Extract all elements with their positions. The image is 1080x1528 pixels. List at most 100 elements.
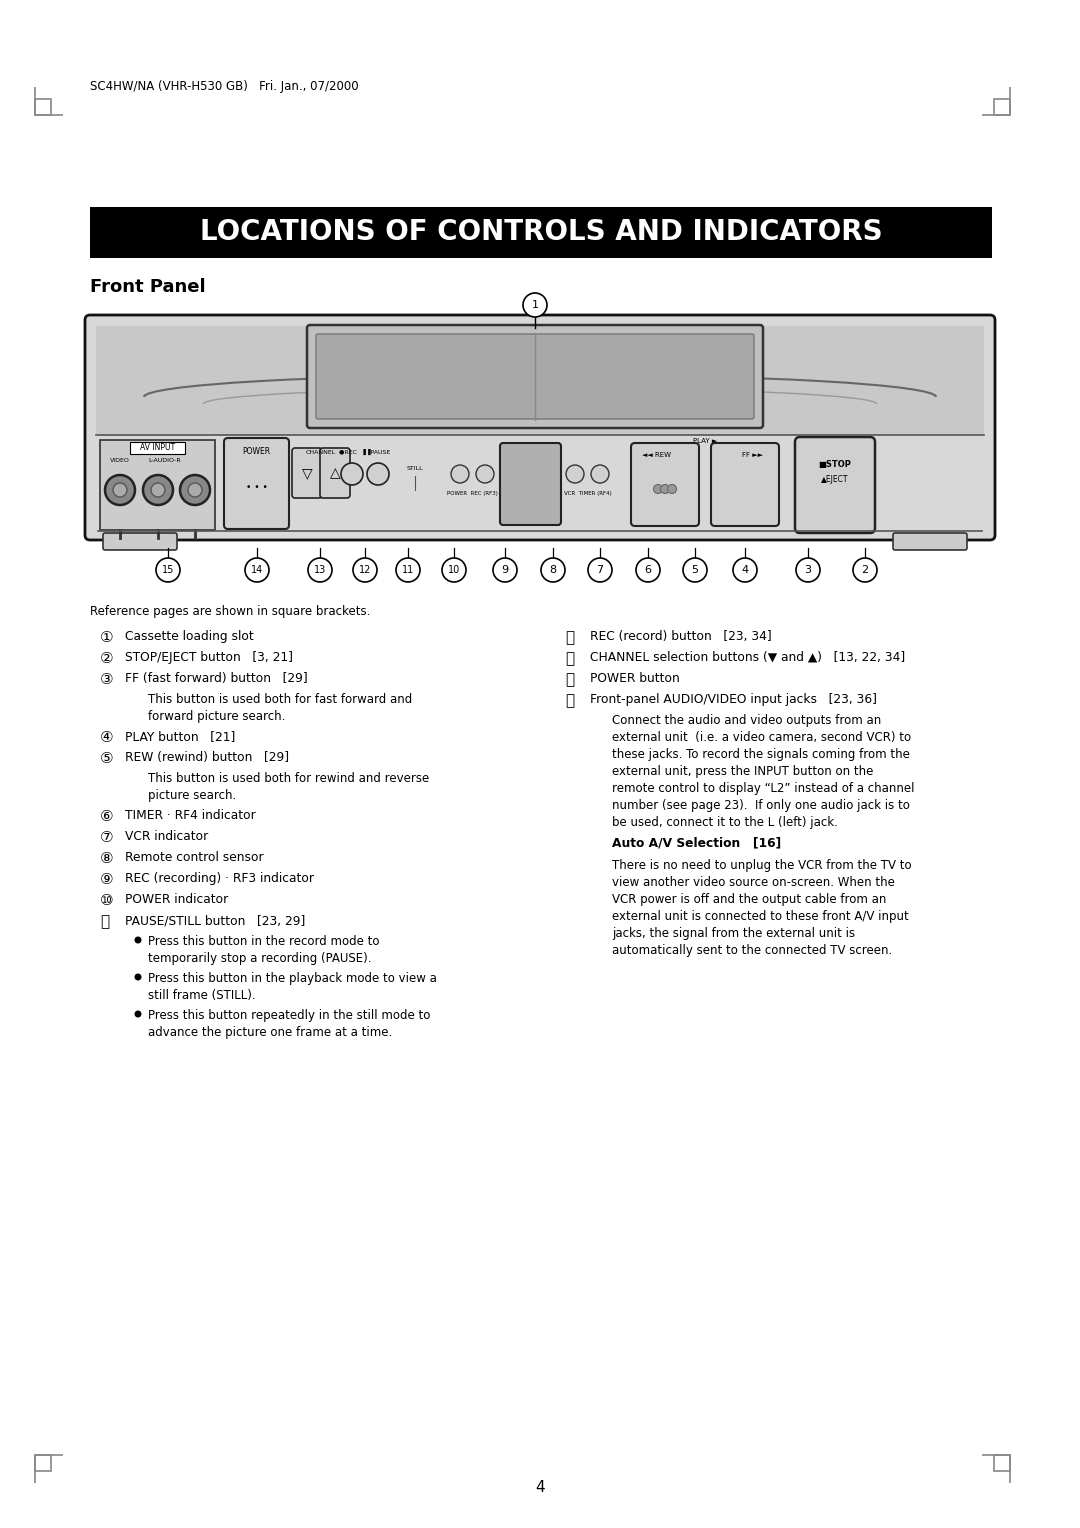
Circle shape — [156, 558, 180, 582]
Text: ⑮: ⑮ — [565, 694, 575, 707]
Text: There is no need to unplug the VCR from the TV to: There is no need to unplug the VCR from … — [612, 859, 912, 872]
Bar — [130, 442, 185, 454]
Text: Auto A/V Selection   [16]: Auto A/V Selection [16] — [612, 836, 781, 850]
Text: POWER button: POWER button — [590, 672, 679, 685]
Circle shape — [636, 558, 660, 582]
Text: 12: 12 — [359, 565, 372, 575]
Text: ②: ② — [100, 651, 113, 666]
Circle shape — [451, 465, 469, 483]
Text: POWER  REC (RF3): POWER REC (RF3) — [447, 492, 498, 497]
Text: ⑥: ⑥ — [100, 808, 113, 824]
Circle shape — [566, 465, 584, 483]
Circle shape — [683, 558, 707, 582]
FancyBboxPatch shape — [316, 335, 754, 419]
Text: ◄◄ REW: ◄◄ REW — [643, 452, 672, 458]
Circle shape — [733, 558, 757, 582]
Text: 4: 4 — [742, 565, 748, 575]
Text: external unit  (i.e. a video camera, second VCR) to: external unit (i.e. a video camera, seco… — [612, 730, 912, 744]
Text: 11: 11 — [402, 565, 414, 575]
Text: number (see page 23).  If only one audio jack is to: number (see page 23). If only one audio … — [612, 799, 909, 811]
Circle shape — [796, 558, 820, 582]
Text: REC (recording) · RF3 indicator: REC (recording) · RF3 indicator — [125, 872, 314, 885]
Text: 1: 1 — [531, 299, 539, 310]
Circle shape — [245, 558, 269, 582]
Text: L-AUDIO-R: L-AUDIO-R — [149, 457, 181, 463]
Text: STILL: STILL — [407, 466, 423, 471]
Text: 5: 5 — [691, 565, 699, 575]
Text: TIMER · RF4 indicator: TIMER · RF4 indicator — [125, 808, 256, 822]
Text: these jacks. To record the signals coming from the: these jacks. To record the signals comin… — [612, 749, 909, 761]
Text: 4: 4 — [536, 1481, 544, 1496]
Text: Front Panel: Front Panel — [90, 278, 205, 296]
FancyBboxPatch shape — [631, 443, 699, 526]
Circle shape — [588, 558, 612, 582]
Text: AV INPUT: AV INPUT — [140, 443, 175, 452]
Text: Remote control sensor: Remote control sensor — [125, 851, 264, 863]
Circle shape — [396, 558, 420, 582]
Text: temporarily stop a recording (PAUSE).: temporarily stop a recording (PAUSE). — [148, 952, 372, 966]
Text: 8: 8 — [550, 565, 556, 575]
Text: advance the picture one frame at a time.: advance the picture one frame at a time. — [148, 1025, 392, 1039]
FancyBboxPatch shape — [292, 448, 322, 498]
Text: 3: 3 — [805, 565, 811, 575]
Circle shape — [113, 483, 127, 497]
Circle shape — [151, 483, 165, 497]
Text: still frame (STILL).: still frame (STILL). — [148, 989, 256, 1002]
Circle shape — [476, 465, 494, 483]
Text: automatically sent to the connected TV screen.: automatically sent to the connected TV s… — [612, 944, 892, 957]
Text: REC (record) button   [23, 34]: REC (record) button [23, 34] — [590, 630, 772, 643]
Circle shape — [591, 465, 609, 483]
Text: remote control to display “L2” instead of a channel: remote control to display “L2” instead o… — [612, 782, 915, 795]
Circle shape — [367, 463, 389, 484]
Circle shape — [308, 558, 332, 582]
Text: ⑬: ⑬ — [565, 651, 575, 666]
Text: PLAY ►: PLAY ► — [693, 439, 717, 445]
Text: 15: 15 — [162, 565, 174, 575]
Text: FF (fast forward) button   [29]: FF (fast forward) button [29] — [125, 672, 308, 685]
Text: ●REC  ▐▐PAUSE: ●REC ▐▐PAUSE — [339, 449, 391, 455]
Text: ⑩: ⑩ — [100, 892, 113, 908]
Text: 7: 7 — [596, 565, 604, 575]
Text: jacks, the signal from the external unit is: jacks, the signal from the external unit… — [612, 927, 855, 940]
Circle shape — [180, 475, 210, 504]
Text: SC4HW/NA (VHR-H530 GB)   Fri. Jan., 07/2000: SC4HW/NA (VHR-H530 GB) Fri. Jan., 07/200… — [90, 79, 359, 93]
Text: ⑭: ⑭ — [565, 672, 575, 688]
Circle shape — [541, 558, 565, 582]
Text: 10: 10 — [448, 565, 460, 575]
Circle shape — [653, 484, 662, 494]
Text: 6: 6 — [645, 565, 651, 575]
Text: Press this button in the record mode to: Press this button in the record mode to — [148, 935, 379, 947]
Text: view another video source on-screen. When the: view another video source on-screen. Whe… — [612, 876, 895, 889]
Text: VCR indicator: VCR indicator — [125, 830, 208, 843]
Text: • • •: • • • — [245, 483, 268, 492]
Text: ⑧: ⑧ — [100, 851, 113, 866]
FancyBboxPatch shape — [85, 315, 995, 539]
Text: ④: ④ — [100, 730, 113, 746]
Text: Connect the audio and video outputs from an: Connect the audio and video outputs from… — [612, 714, 881, 727]
Text: ⑫: ⑫ — [565, 630, 575, 645]
FancyBboxPatch shape — [103, 533, 177, 550]
Text: 13: 13 — [314, 565, 326, 575]
Circle shape — [105, 475, 135, 504]
Text: PAUSE/STILL button   [23, 29]: PAUSE/STILL button [23, 29] — [125, 914, 306, 927]
FancyBboxPatch shape — [500, 443, 561, 526]
Bar — [35, 1455, 51, 1471]
Text: Press this button in the playback mode to view a: Press this button in the playback mode t… — [148, 972, 437, 986]
Bar — [994, 1455, 1010, 1471]
Circle shape — [188, 483, 202, 497]
FancyBboxPatch shape — [795, 437, 875, 533]
Text: ③: ③ — [100, 672, 113, 688]
FancyBboxPatch shape — [893, 533, 967, 550]
FancyBboxPatch shape — [711, 443, 779, 526]
Text: This button is used both for fast forward and: This button is used both for fast forwar… — [148, 694, 413, 706]
Text: picture search.: picture search. — [148, 788, 237, 802]
Text: forward picture search.: forward picture search. — [148, 711, 285, 723]
Text: 2: 2 — [862, 565, 868, 575]
Circle shape — [341, 463, 363, 484]
Text: CHANNEL: CHANNEL — [306, 451, 336, 455]
Circle shape — [667, 484, 676, 494]
Text: ■STOP: ■STOP — [819, 460, 851, 469]
FancyBboxPatch shape — [307, 325, 762, 428]
Text: POWER: POWER — [242, 448, 271, 457]
Text: STOP/EJECT button   [3, 21]: STOP/EJECT button [3, 21] — [125, 651, 293, 665]
